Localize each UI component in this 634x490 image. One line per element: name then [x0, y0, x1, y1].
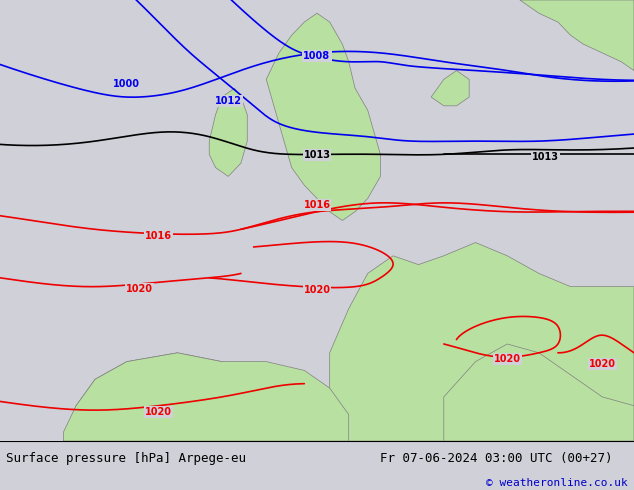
- Text: 1012: 1012: [215, 97, 242, 106]
- Text: © weatheronline.co.uk: © weatheronline.co.uk: [486, 478, 628, 488]
- Text: 1020: 1020: [589, 359, 616, 369]
- Polygon shape: [209, 88, 247, 176]
- Text: 1013: 1013: [304, 150, 330, 160]
- Polygon shape: [520, 0, 634, 71]
- Text: Surface pressure [hPa] Arpege-eu: Surface pressure [hPa] Arpege-eu: [6, 452, 247, 465]
- Polygon shape: [444, 344, 634, 441]
- Text: 1016: 1016: [145, 231, 172, 241]
- Text: 1000: 1000: [113, 79, 140, 89]
- Text: 1020: 1020: [126, 284, 153, 294]
- Polygon shape: [330, 243, 634, 441]
- Text: Fr 07-06-2024 03:00 UTC (00+27): Fr 07-06-2024 03:00 UTC (00+27): [380, 452, 613, 465]
- Text: 1020: 1020: [304, 285, 330, 295]
- Text: 1020: 1020: [145, 407, 172, 417]
- Text: 1008: 1008: [304, 51, 330, 61]
- Polygon shape: [431, 71, 469, 106]
- Text: 1020: 1020: [494, 354, 521, 365]
- Polygon shape: [63, 353, 349, 441]
- Polygon shape: [63, 353, 266, 441]
- Text: 1013: 1013: [532, 152, 559, 163]
- Polygon shape: [266, 13, 380, 220]
- Text: 1016: 1016: [304, 200, 330, 210]
